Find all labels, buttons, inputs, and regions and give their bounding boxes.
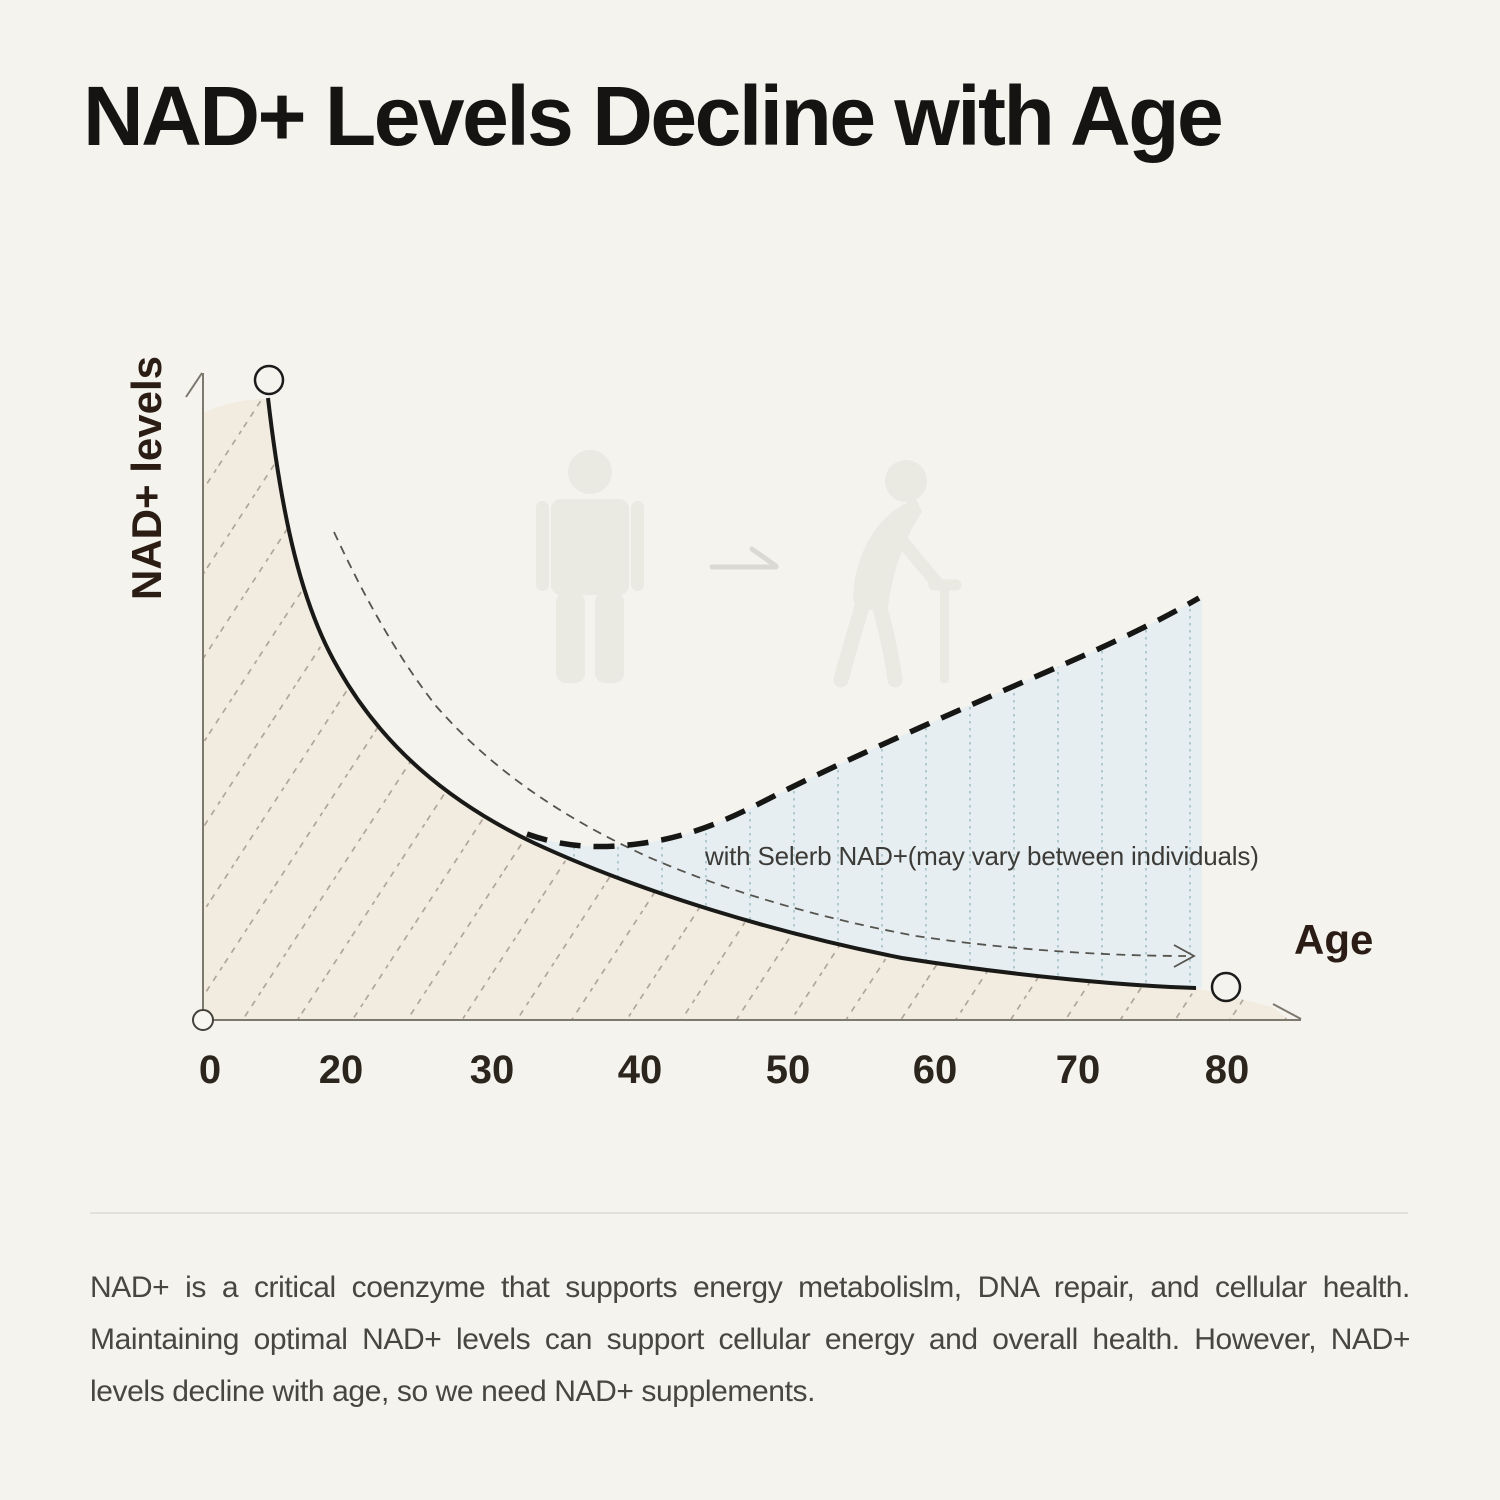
x-tick-30: 30 (469, 1048, 515, 1092)
x-tick-0: 0 (198, 1048, 222, 1092)
projected-decline-curve (333, 531, 1196, 968)
y-axis-arrowhead-icon (185, 372, 203, 398)
origin-marker (192, 1009, 214, 1031)
series-annotation: with Selerb NAD+(may vary between indivi… (705, 841, 1259, 871)
x-tick-80: 80 (1204, 1048, 1250, 1092)
aging-arrow-icon (709, 546, 779, 570)
x-tick-70: 70 (1055, 1048, 1101, 1092)
nad-decline-curve (266, 397, 1197, 990)
x-axis-arrowhead-icon (1272, 1003, 1302, 1020)
selerb-supplement-curve (526, 595, 1201, 850)
curve-end-marker (1210, 971, 1242, 1003)
y-axis (185, 372, 204, 1020)
x-tick-40: 40 (617, 1048, 663, 1092)
projection-arrowhead-icon (1173, 944, 1196, 968)
x-tick-60: 60 (912, 1048, 958, 1092)
divider (90, 1212, 1408, 1214)
y-axis-label: NAD+ levels (123, 356, 170, 600)
x-tick-50: 50 (765, 1048, 811, 1092)
x-axis (203, 1003, 1302, 1021)
young-person-icon (536, 450, 644, 683)
old-person-icon (833, 460, 962, 688)
supplement-gain-area (527, 599, 1202, 988)
x-axis-label: Age (1294, 916, 1374, 963)
curve-start-marker (253, 364, 285, 396)
decline-area (203, 399, 1289, 1020)
x-tick-20: 20 (318, 1048, 364, 1092)
page-title: NAD+ Levels Decline with Age (83, 69, 1224, 163)
description-text: NAD+ is a critical coenzyme that support… (90, 1271, 1410, 1408)
